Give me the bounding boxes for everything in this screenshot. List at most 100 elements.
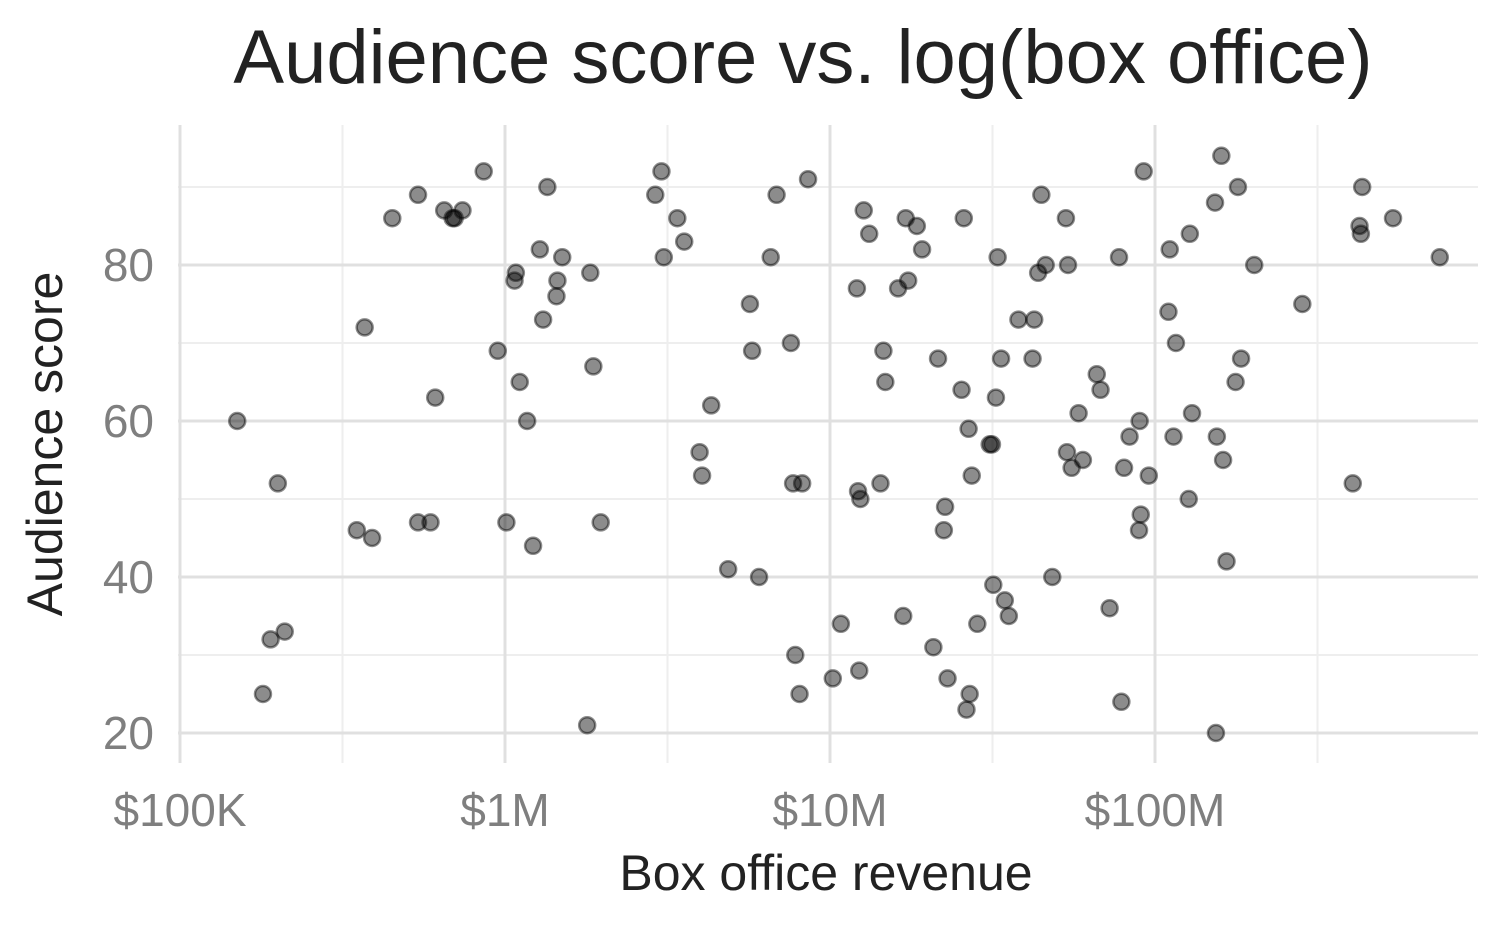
data-point xyxy=(1430,247,1450,267)
data-point xyxy=(538,177,557,197)
data-point xyxy=(1043,567,1062,587)
x-axis-tick-labels: $100K $1M $10M $100M xyxy=(113,784,1225,836)
data-point xyxy=(1213,450,1233,470)
data-point xyxy=(984,575,1003,595)
data-point xyxy=(1226,372,1245,392)
data-point xyxy=(1009,310,1028,329)
data-point xyxy=(893,606,913,626)
data-point xyxy=(988,247,1007,267)
data-point xyxy=(1207,427,1227,446)
data-point xyxy=(1091,380,1110,400)
data-point xyxy=(1343,474,1363,493)
data-point xyxy=(962,466,982,485)
data-point xyxy=(506,263,526,283)
data-point xyxy=(408,513,428,532)
data-point xyxy=(523,536,543,556)
data-point xyxy=(1244,255,1264,275)
data-point xyxy=(960,684,979,704)
data-point xyxy=(896,208,915,228)
data-point xyxy=(849,661,869,680)
data-point xyxy=(275,622,294,641)
data-point xyxy=(453,201,472,220)
gridlines xyxy=(178,125,1478,763)
data-point xyxy=(227,411,247,431)
data-point xyxy=(1069,403,1088,423)
data-point xyxy=(445,208,464,228)
data-point xyxy=(488,341,508,361)
data-point xyxy=(938,669,957,688)
y-tick-label: 80 xyxy=(103,239,154,291)
data-point xyxy=(1217,552,1236,571)
data-point xyxy=(533,310,553,329)
data-point xyxy=(831,614,851,634)
data-point xyxy=(692,466,712,485)
data-point xyxy=(859,224,879,244)
data-points xyxy=(227,146,1450,743)
data-point xyxy=(1062,458,1081,478)
data-point xyxy=(924,637,943,657)
data-point xyxy=(552,247,572,267)
data-point xyxy=(577,715,597,735)
data-point xyxy=(581,263,600,283)
data-point xyxy=(1159,302,1178,322)
data-point xyxy=(1180,224,1200,244)
data-point xyxy=(668,208,687,228)
data-point xyxy=(701,396,721,415)
data-point xyxy=(1130,411,1149,431)
data-point xyxy=(898,271,918,290)
data-point xyxy=(1160,240,1179,259)
data-point xyxy=(347,520,367,540)
x-tick-label: $100K xyxy=(113,784,246,836)
data-point xyxy=(823,669,843,688)
data-point xyxy=(907,216,927,236)
data-point xyxy=(848,481,868,501)
data-point xyxy=(798,169,818,189)
data-point xyxy=(968,614,987,634)
data-point xyxy=(1166,333,1186,353)
data-point xyxy=(982,435,1002,454)
data-point xyxy=(1139,466,1159,485)
data-point xyxy=(1109,247,1129,267)
data-point xyxy=(767,185,786,205)
data-point xyxy=(1206,723,1226,743)
data-point xyxy=(1087,364,1107,384)
data-point xyxy=(1131,505,1151,524)
data-point xyxy=(1231,349,1251,368)
data-point xyxy=(761,247,780,267)
data-point xyxy=(957,700,976,719)
data-point xyxy=(847,279,867,298)
data-point xyxy=(1350,216,1369,236)
data-point xyxy=(786,645,805,665)
data-point xyxy=(1120,427,1139,446)
data-point xyxy=(1114,458,1134,478)
data-point xyxy=(654,247,674,267)
data-point xyxy=(1032,185,1051,205)
data-point xyxy=(425,388,445,407)
data-point xyxy=(674,232,694,251)
data-point xyxy=(991,349,1011,368)
data-point xyxy=(792,474,812,493)
data-point xyxy=(854,201,873,220)
data-point xyxy=(790,684,809,704)
data-point xyxy=(505,271,524,290)
data-point xyxy=(530,240,550,259)
data-point xyxy=(1073,450,1093,470)
y-axis-title: Audience score xyxy=(17,272,73,617)
data-point xyxy=(408,185,428,205)
data-point xyxy=(749,567,769,587)
data-point xyxy=(548,271,567,290)
data-point xyxy=(1228,177,1248,197)
data-point xyxy=(1293,294,1312,314)
data-point xyxy=(591,513,610,532)
data-point xyxy=(781,333,801,353)
x-tick-label: $1M xyxy=(460,784,549,836)
data-point xyxy=(1351,224,1371,244)
data-point xyxy=(261,630,280,649)
data-point xyxy=(912,240,932,259)
data-point xyxy=(1212,146,1231,166)
data-point xyxy=(1383,208,1403,228)
data-point xyxy=(718,559,738,579)
data-point xyxy=(443,208,462,228)
data-point xyxy=(1164,427,1183,446)
